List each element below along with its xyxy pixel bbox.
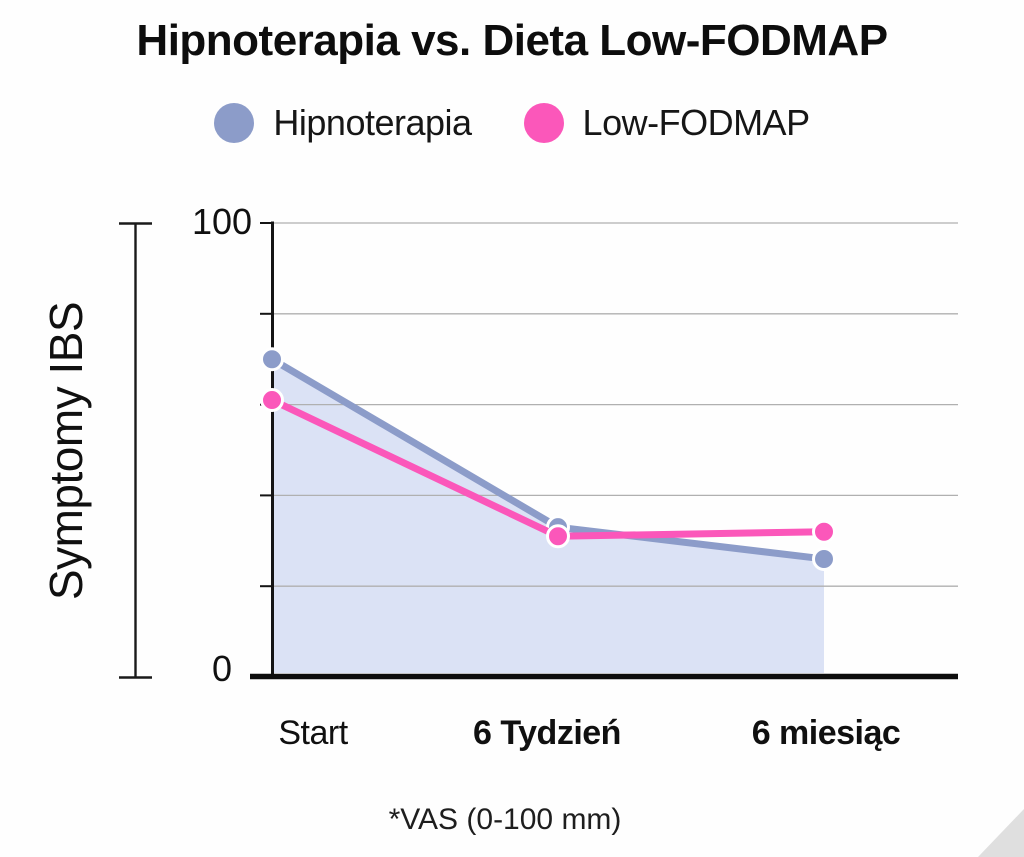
data-point-Low-FODMAP-6 miesiąc [812,519,836,544]
data-point-Low-FODMAP-6 Tydzień [546,524,570,549]
data-point-Hipnoterapia-6 miesiąc [812,546,836,571]
legend-label-low-fodmap: Low-FODMAP [582,102,811,143]
x-tick-label-6-months: 6 miesiąc [751,714,901,752]
legend-label-hipnoterapia: Hipnoterapia [273,102,472,143]
legend-dot-low-fodmap-icon [523,103,564,143]
y-axis-title: Symptomy IBS [40,301,92,601]
y-axis-max-label: 100 [191,201,253,242]
footnote: *VAS (0-100 mm) [388,803,622,836]
page-corner-fold [978,809,1024,857]
data-point-Hipnoterapia-Start [260,347,284,372]
legend: Hipnoterapia Low-FODMAP [0,102,1024,144]
series-layer [260,347,836,571]
area-layer [272,359,824,673]
chart-title: Hipnoterapia vs. Dieta Low-FODMAP [136,16,888,65]
y-scale-bar [119,222,152,679]
y-axis-min-label: 0 [211,648,233,689]
corner-fold-shape [978,809,1024,857]
grid-layer [260,222,958,588]
legend-item-low-fodmap: Low-FODMAP [523,102,811,144]
x-tick-label-6-weeks: 6 Tydzień [473,714,621,752]
data-point-Low-FODMAP-Start [260,388,284,413]
x-tick-label-start: Start [278,714,348,752]
legend-item-hipnoterapia: Hipnoterapia [214,102,472,144]
area-fill-Hipnoterapia [272,359,824,673]
legend-dot-hipnoterapia-icon [214,103,255,143]
